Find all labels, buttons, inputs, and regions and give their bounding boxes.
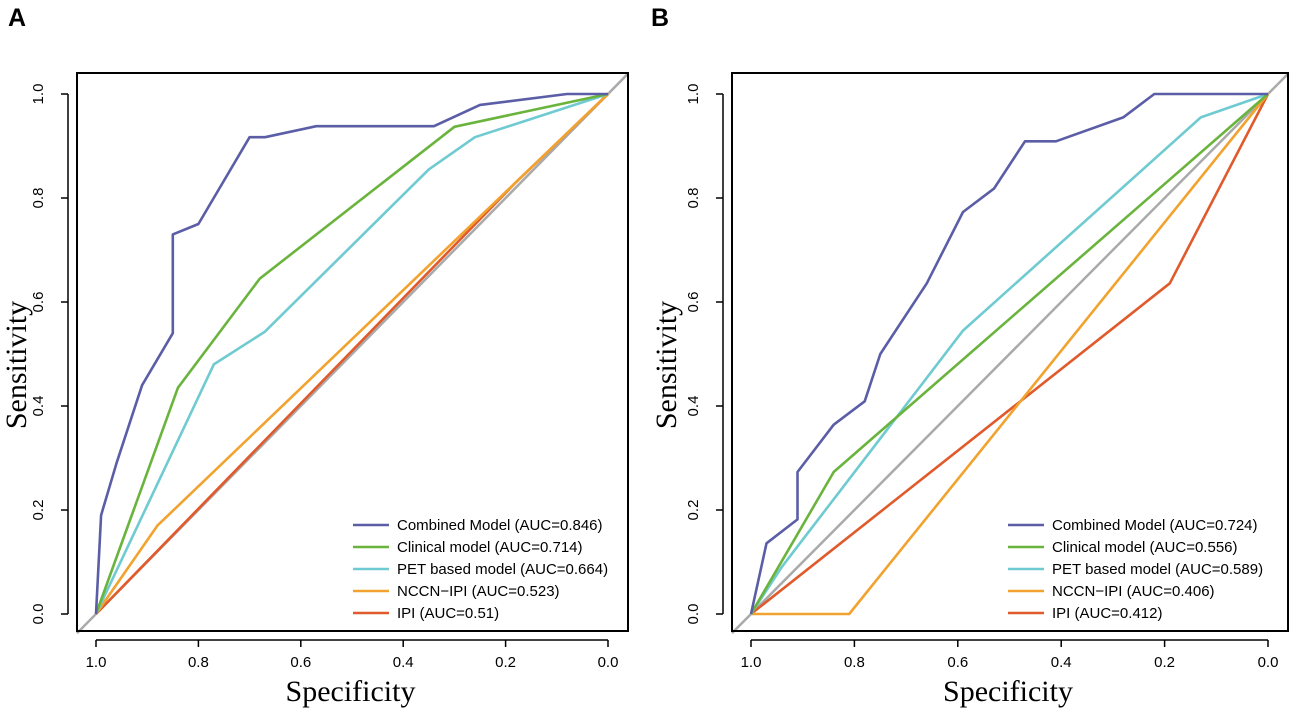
- legend-label: PET based model (AUC=0.664): [397, 561, 608, 578]
- y-tick-label: 0.2: [30, 500, 47, 521]
- legend-label: IPI (AUC=0.412): [1052, 605, 1162, 622]
- roc-chart-a: 1.0 0.8 0.6 0.4 0.2 0.0 0.0 0.2 0.4 0.6 0.8 1.0 Spec…: [0, 72, 629, 708]
- y-tick-label: 1.0: [30, 84, 47, 105]
- x-tick-label: 1.0: [741, 654, 762, 671]
- x-tick-label: 0.0: [1258, 654, 1279, 671]
- legend-label: NCCN−IPI (AUC=0.406): [1052, 583, 1215, 600]
- plot-frame: [731, 72, 1289, 632]
- y-axis-title: Sensitivity: [0, 301, 33, 429]
- y-tick-label: 0.6: [685, 292, 702, 313]
- roc-series-0: [749, 92, 1268, 615]
- y-tick-label: 1.0: [685, 84, 702, 105]
- roc-series-3: [94, 93, 609, 615]
- y-tick-label: 0.0: [30, 604, 47, 625]
- x-tick-label: 0.2: [495, 654, 516, 671]
- x-tick-label: 1.0: [86, 654, 107, 671]
- x-tick-label: 0.6: [947, 654, 968, 671]
- x-tick-label: 0.8: [844, 654, 865, 671]
- legend-label: Combined Model (AUC=0.724): [1052, 517, 1258, 534]
- y-tick-label: 0.2: [685, 500, 702, 521]
- x-tick-label: 0.4: [393, 654, 414, 671]
- y-tick-label: 0.8: [30, 188, 47, 209]
- y-axis-title: Sensitivity: [650, 301, 683, 429]
- panel-label-a: A: [8, 4, 27, 32]
- legend-label: IPI (AUC=0.51): [397, 605, 499, 622]
- legend-label: Combined Model (AUC=0.846): [397, 517, 603, 534]
- roc-series-4: [750, 93, 1270, 616]
- y-tick-label: 0.4: [685, 396, 702, 417]
- x-tick-label: 0.4: [1051, 654, 1072, 671]
- roc-series-2: [749, 92, 1269, 615]
- legend-label: Clinical model (AUC=0.714): [397, 539, 583, 556]
- y-tick-label: 0.6: [30, 292, 47, 313]
- legend-label: Clinical model (AUC=0.556): [1052, 539, 1238, 556]
- x-tick-label: 0.8: [188, 654, 209, 671]
- x-tick-label: 0.2: [1154, 654, 1175, 671]
- x-axis-title: Specificity: [943, 675, 1073, 708]
- roc-series-1: [749, 93, 1269, 615]
- y-tick-label: 0.8: [685, 188, 702, 209]
- roc-series-1: [94, 92, 609, 615]
- reference-diagonal-line: [731, 73, 1289, 634]
- legend-label: NCCN−IPI (AUC=0.523): [397, 583, 560, 600]
- panel-label-b: B: [651, 4, 670, 32]
- plot-frame: [76, 72, 629, 632]
- legend-label: PET based model (AUC=0.589): [1052, 561, 1263, 578]
- roc-series-2: [94, 92, 609, 615]
- roc-series-3: [751, 93, 1270, 616]
- roc-chart-b: 1.0 0.8 0.6 0.4 0.2 0.0 0.0 0.2 0.4 0.6 0.8 1.0 Spec…: [650, 72, 1289, 708]
- roc-series-0: [94, 92, 608, 615]
- y-tick-label: 0.4: [30, 396, 47, 417]
- x-axis-title: Specificity: [286, 675, 416, 708]
- y-tick-label: 0.0: [685, 604, 702, 625]
- x-tick-label: 0.0: [598, 654, 619, 671]
- x-tick-label: 0.6: [290, 654, 311, 671]
